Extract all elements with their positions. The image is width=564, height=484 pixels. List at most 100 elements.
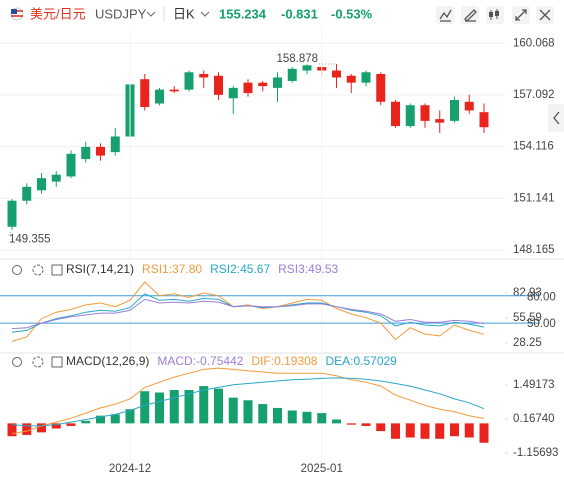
reference-label: 80.00 bbox=[527, 292, 556, 304]
candle-body bbox=[51, 174, 61, 182]
visibility-icon[interactable] bbox=[12, 357, 22, 367]
histogram-bar bbox=[110, 414, 120, 424]
period[interactable]: 日K bbox=[173, 6, 195, 21]
histogram-bar bbox=[243, 400, 253, 424]
price: 155.234 bbox=[219, 6, 267, 21]
candle-style-icon bbox=[495, 11, 499, 16]
histogram-bar bbox=[479, 423, 489, 443]
histogram-bar bbox=[376, 423, 386, 432]
histogram-bar bbox=[37, 423, 46, 433]
histogram-bar bbox=[22, 423, 32, 435]
candle-body bbox=[66, 153, 76, 177]
histogram-bar bbox=[155, 392, 164, 424]
visibility-icon[interactable] bbox=[12, 265, 22, 275]
histogram-bar bbox=[7, 423, 17, 437]
candle-body bbox=[7, 200, 17, 227]
histogram-bar bbox=[317, 413, 327, 424]
dropdown-caret[interactable] bbox=[200, 11, 210, 17]
x-tick-label: 2025-01 bbox=[301, 463, 343, 475]
indicator-icon bbox=[439, 9, 452, 22]
indicator-line bbox=[11, 377, 485, 427]
close-icon bbox=[539, 9, 551, 21]
histogram-bar bbox=[287, 410, 297, 424]
price-change: -0.831 bbox=[281, 6, 318, 21]
candle-body bbox=[376, 74, 386, 102]
histogram-bar bbox=[214, 388, 223, 424]
histogram-bar bbox=[302, 411, 312, 424]
y-tick-label: 148.165 bbox=[513, 244, 555, 256]
candle-body bbox=[37, 178, 46, 191]
histogram-bar bbox=[435, 423, 445, 439]
indicator-header: MACD(12,26,9) MACD:-0.75442 DIF:0.19308 DEA… bbox=[12, 354, 397, 368]
candle-body bbox=[479, 112, 489, 128]
x-tick-label: 2024-12 bbox=[109, 463, 151, 475]
reference-label: 50.00 bbox=[527, 318, 556, 330]
candle-body bbox=[420, 105, 430, 121]
high-annotation: 158.878 bbox=[277, 53, 319, 65]
legend-entry: RSI2:45.67 bbox=[210, 262, 270, 276]
y-tick-label: 154.116 bbox=[513, 141, 554, 153]
candle-body bbox=[302, 65, 312, 71]
legend-entry: RSI3:49.53 bbox=[278, 262, 338, 276]
histogram-bar bbox=[140, 391, 150, 424]
histogram-bar bbox=[66, 423, 76, 426]
legend-entry: DIF:0.19308 bbox=[251, 354, 317, 368]
histogram-bar bbox=[81, 420, 91, 424]
histogram-bar bbox=[346, 423, 356, 425]
expand-icon bbox=[515, 9, 527, 21]
candle-body bbox=[450, 100, 459, 121]
legend-entry: MACD:-0.75442 bbox=[157, 354, 243, 368]
pair-name[interactable]: 美元/日元 bbox=[30, 6, 86, 21]
y-tick-label: 160.068 bbox=[513, 37, 555, 49]
candle-body bbox=[258, 82, 268, 87]
histogram-bar bbox=[228, 397, 238, 424]
y-tick-label: 1.49173 bbox=[513, 379, 555, 391]
histogram-bar bbox=[169, 389, 179, 424]
candle-body bbox=[464, 101, 474, 111]
candle-body bbox=[228, 87, 238, 99]
candle-body bbox=[96, 146, 105, 156]
histogram-bar bbox=[199, 386, 209, 424]
histogram-bar bbox=[96, 415, 105, 424]
histogram-bar bbox=[332, 419, 341, 424]
candle-body bbox=[391, 101, 400, 127]
histogram-bar bbox=[464, 423, 474, 438]
indicator-box bbox=[51, 356, 63, 368]
candle-body bbox=[405, 105, 415, 127]
histogram-bar bbox=[273, 407, 282, 424]
indicator-box bbox=[51, 264, 63, 276]
candle-body bbox=[110, 136, 120, 153]
histogram-bar bbox=[184, 389, 194, 424]
indicator-title: RSI(7,14,21) bbox=[66, 262, 134, 276]
indicator-line bbox=[11, 298, 485, 330]
y-tick-label: 151.141 bbox=[513, 192, 555, 204]
histogram-bar bbox=[361, 423, 371, 426]
indicator-line bbox=[11, 367, 485, 435]
candle-body bbox=[199, 74, 209, 78]
dropdown-caret[interactable] bbox=[146, 11, 156, 17]
candle-body bbox=[140, 79, 150, 107]
flag-canton bbox=[11, 9, 17, 14]
settings-icon[interactable] bbox=[32, 356, 44, 368]
y-tick-label: 0.16740 bbox=[513, 413, 555, 425]
draw-icon bbox=[464, 9, 477, 22]
candle-body bbox=[169, 89, 179, 92]
low-annotation: 149.355 bbox=[9, 233, 51, 245]
legend-entry: RSI1:37.80 bbox=[142, 262, 202, 276]
histogram-bar bbox=[51, 423, 61, 429]
price-change-pct: -0.53% bbox=[331, 6, 373, 21]
histogram-bar bbox=[450, 423, 459, 437]
histogram-bar bbox=[391, 423, 400, 439]
side-panel-toggle[interactable] bbox=[548, 104, 564, 132]
toolbar: 美元/日元 USDJPY 日K 155.234 -0.831 -0.53% bbox=[10, 6, 554, 24]
y-tick-label: 28.25 bbox=[513, 337, 542, 349]
candle-body bbox=[155, 89, 164, 104]
y-tick-label: 55.59 bbox=[513, 312, 542, 324]
plots: 160.068 157.092 154.116 151.141 148.165 158.8… bbox=[0, 28, 558, 475]
candle-style-icon bbox=[489, 12, 493, 17]
candle-body bbox=[22, 186, 32, 201]
symbol[interactable]: USDJPY bbox=[95, 6, 147, 21]
candle-body bbox=[214, 75, 223, 95]
settings-icon[interactable] bbox=[32, 264, 44, 276]
